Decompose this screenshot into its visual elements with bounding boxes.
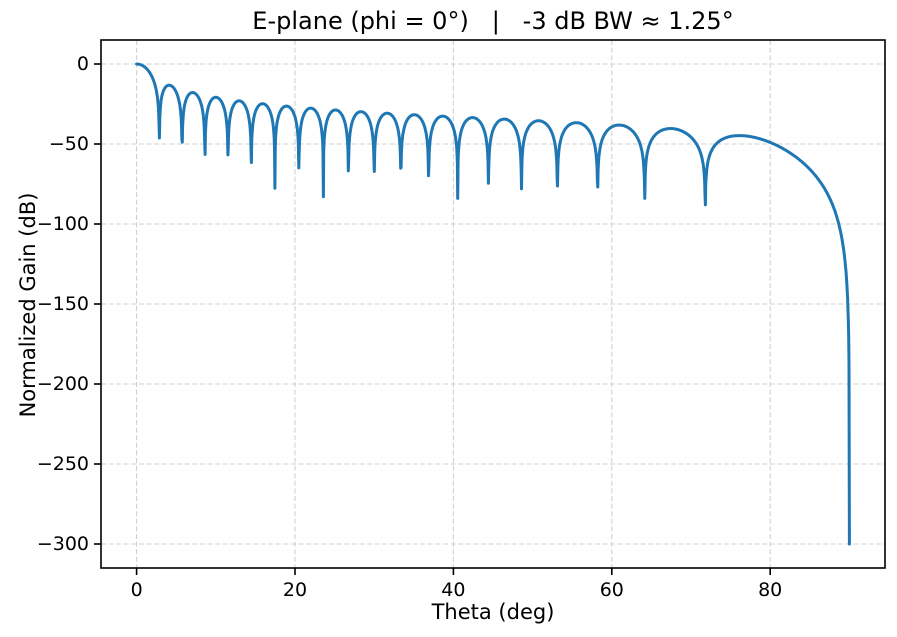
- axis-ticks: [94, 63, 772, 575]
- y-tick-label: −100: [36, 213, 89, 235]
- x-tick-label: 0: [130, 579, 143, 601]
- y-axis-label: Normalized Gain (dB): [16, 192, 40, 418]
- gain-curve: [135, 62, 851, 546]
- y-tick-label: −200: [36, 373, 89, 395]
- y-tick-label: 0: [76, 53, 89, 75]
- x-tick-label: 20: [282, 579, 308, 601]
- y-tick-label: −250: [36, 453, 89, 475]
- x-axis-label: Theta (deg): [431, 600, 555, 624]
- axes-frame: [100, 39, 886, 569]
- y-tick-label: −150: [36, 293, 89, 315]
- y-tick-label: −50: [48, 133, 89, 155]
- x-tick-label: 60: [599, 579, 624, 601]
- chart-title: E-plane (phi = 0°) | -3 dB BW ≈ 1.25°: [252, 7, 734, 35]
- x-tick-label: 40: [441, 579, 466, 601]
- y-tick-label: −300: [36, 533, 89, 555]
- x-tick-label: 80: [758, 579, 783, 601]
